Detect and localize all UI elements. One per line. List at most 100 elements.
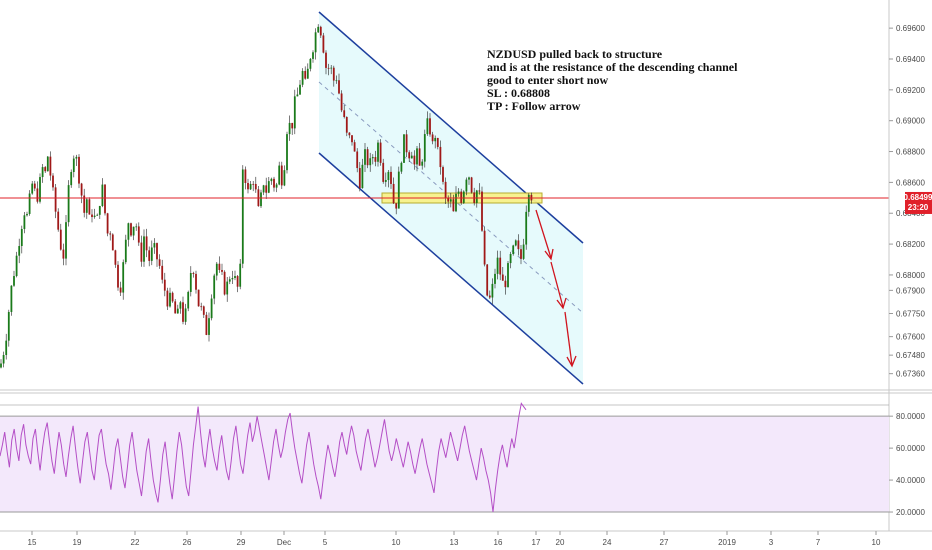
candle-body: [215, 263, 218, 276]
candle-body: [369, 158, 372, 166]
candle-body: [223, 271, 226, 295]
candle-body: [286, 134, 288, 171]
candle-body: [176, 308, 179, 314]
candle-body: [478, 190, 481, 192]
candle-body: [85, 199, 88, 213]
candle-body: [413, 155, 416, 165]
candle-body: [418, 148, 421, 166]
candle-body: [241, 169, 244, 264]
arrow-2-head: [556, 297, 567, 310]
candle-body: [400, 162, 403, 172]
candle-body: [270, 178, 273, 182]
candle-body: [366, 149, 369, 166]
candle-body: [288, 122, 291, 135]
candle-body: [111, 234, 114, 251]
candle-body: [127, 223, 130, 240]
candle-body: [452, 199, 455, 212]
candle-body: [174, 301, 177, 314]
candle-body: [486, 264, 489, 296]
candle-body: [67, 185, 70, 223]
candle-body: [221, 269, 223, 272]
candle-body: [36, 188, 39, 202]
candle-body: [239, 263, 242, 287]
candle-body: [158, 259, 161, 266]
candle-body: [340, 93, 343, 111]
candle-body: [460, 191, 463, 203]
rsi-axis: 80.0000 60.0000 40.0000 20.0000: [889, 412, 925, 517]
candle-body: [33, 183, 36, 189]
candle-body: [109, 233, 112, 235]
candle-body: [28, 193, 31, 214]
time-axis-tick-label: 15: [28, 538, 37, 547]
arrow-2: [550, 261, 564, 308]
candle-body: [299, 84, 301, 95]
candle-body: [210, 298, 213, 319]
candle-body: [135, 226, 138, 228]
candle-body: [195, 273, 197, 290]
time-axis-tick-label: 10: [872, 538, 881, 547]
candle-body: [140, 242, 143, 262]
candle-body: [319, 26, 322, 36]
candle-body: [260, 192, 262, 207]
channel-lower-line: [318, 152, 584, 385]
candle-body: [361, 164, 364, 189]
candle-body: [273, 178, 275, 188]
candle-body: [431, 134, 434, 142]
candle-body: [236, 276, 239, 287]
candle-body: [434, 137, 437, 142]
candle-body: [504, 280, 507, 288]
price-axis-tick-label: 0.67360: [896, 370, 925, 379]
arrow-3-head: [566, 355, 577, 368]
candle-body: [44, 167, 47, 172]
candle-body: [145, 236, 148, 251]
candle-body: [330, 67, 333, 69]
rsi-indicator: [0, 402, 889, 513]
candle-body: [10, 285, 13, 312]
candle-body: [296, 94, 299, 97]
candle-body: [0, 363, 2, 368]
candle-body: [78, 156, 80, 184]
candle-body: [364, 149, 366, 165]
candle-body: [205, 314, 208, 335]
price-axis-tick-label: 0.67750: [896, 310, 925, 319]
candle-body: [54, 187, 57, 212]
candle-body: [436, 137, 439, 147]
note-line-6: TP : Follow arrow: [487, 99, 581, 113]
candle-body: [2, 355, 5, 364]
candle-body: [114, 250, 117, 265]
candle-body: [501, 274, 504, 281]
time-axis-tick-label: 3: [769, 538, 774, 547]
candle-body: [442, 167, 444, 182]
price-axis-tick-label: 0.69200: [896, 86, 925, 95]
current-price-tag-countdown: 23:20: [908, 203, 929, 212]
candle-body: [156, 243, 158, 260]
candle-body: [322, 35, 325, 53]
rsi-band: [0, 416, 889, 513]
candle-body: [488, 295, 491, 298]
candle-body: [423, 134, 426, 162]
rsi-series-line: [0, 402, 527, 513]
candle-body: [65, 222, 67, 259]
candle-body: [481, 191, 483, 231]
time-axis-tick-label: 24: [603, 538, 612, 547]
arrow-1: [535, 209, 552, 259]
candle-body: [390, 171, 392, 184]
candle-body: [447, 197, 450, 202]
candle-body: [23, 215, 26, 229]
price-axis-tick-label: 0.67600: [896, 333, 925, 342]
candle-body: [247, 182, 249, 190]
candle-body: [351, 135, 353, 143]
candle-body: [332, 67, 335, 81]
candle-body: [499, 257, 502, 275]
candle-body: [52, 175, 54, 188]
candle-body: [275, 184, 278, 188]
candle-body: [306, 68, 309, 79]
candle-body: [70, 172, 73, 186]
candle-body: [148, 250, 151, 261]
candle-body: [98, 205, 101, 215]
candle-body: [374, 157, 377, 162]
candle-body: [88, 199, 91, 215]
candle-body: [93, 215, 96, 218]
